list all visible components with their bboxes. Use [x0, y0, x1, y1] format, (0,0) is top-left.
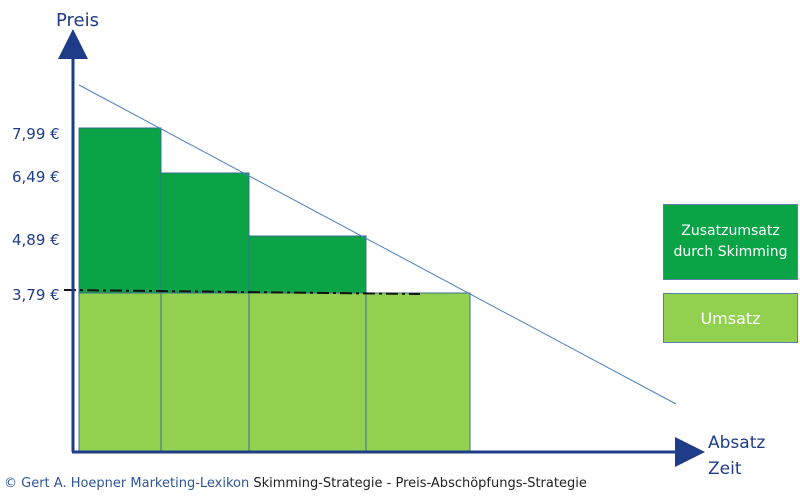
copyright-text: © Gert A. Hoepner Marketing-Lexikon [4, 476, 250, 491]
x-axis-label-line1: Absatz [708, 433, 765, 453]
legend-revenue: Umsatz [663, 293, 798, 343]
demand-line [78, 84, 677, 405]
price-label-3: 4,89 € [12, 231, 60, 249]
price-label-2: 6,49 € [12, 168, 60, 186]
additional-revenue-block-2 [160, 172, 250, 294]
legend-additional-revenue: Zusatzumsatz durch Skimming [663, 204, 798, 280]
y-axis-label: Preis [56, 10, 99, 31]
footer: © Gert A. Hoepner Marketing-Lexikon Skim… [4, 476, 587, 491]
base-price-line [63, 289, 421, 295]
legend-additional-revenue-label: Zusatzumsatz durch Skimming [673, 223, 788, 260]
additional-revenue-block-1 [78, 127, 162, 294]
additional-revenue-block-3 [248, 235, 367, 294]
legend-revenue-label: Umsatz [700, 308, 761, 328]
revenue-block-3 [248, 292, 367, 453]
revenue-block-4 [365, 292, 471, 453]
revenue-block-1 [78, 292, 162, 453]
revenue-block-2 [160, 292, 250, 453]
price-label-1: 7,99 € [12, 125, 60, 143]
footer-title: Skimming-Strategie - Preis-Abschöpfungs-… [253, 476, 587, 491]
x-axis-label-line2: Zeit [708, 459, 742, 479]
price-label-4: 3,79 € [12, 286, 60, 304]
